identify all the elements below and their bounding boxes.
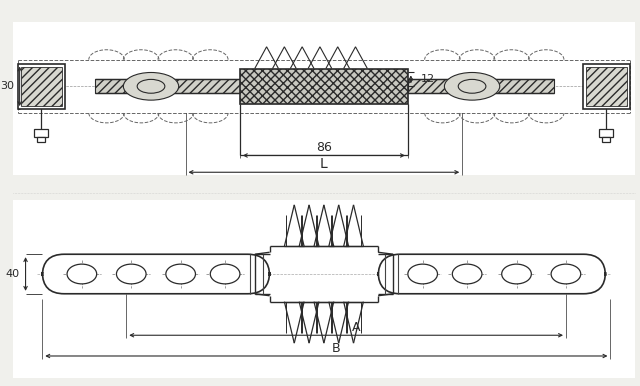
Text: 12: 12 bbox=[420, 74, 435, 85]
Bar bbox=[13, 22, 635, 175]
Bar bbox=[408, 80, 554, 93]
Bar bbox=[600, 129, 613, 137]
Bar bbox=[582, 64, 630, 109]
Text: L: L bbox=[320, 157, 328, 171]
Ellipse shape bbox=[211, 264, 240, 284]
Ellipse shape bbox=[124, 73, 179, 100]
Text: 40: 40 bbox=[6, 269, 20, 279]
Bar bbox=[240, 69, 408, 104]
Text: 86: 86 bbox=[316, 141, 332, 154]
Ellipse shape bbox=[408, 264, 438, 284]
Bar bbox=[37, 137, 45, 142]
Ellipse shape bbox=[116, 264, 146, 284]
Ellipse shape bbox=[502, 264, 531, 284]
FancyBboxPatch shape bbox=[378, 254, 605, 294]
Text: B: B bbox=[332, 342, 340, 355]
Ellipse shape bbox=[551, 264, 580, 284]
Bar bbox=[13, 200, 635, 378]
Bar bbox=[602, 137, 611, 142]
Text: A: A bbox=[352, 321, 360, 334]
Text: 30: 30 bbox=[0, 81, 13, 91]
Bar bbox=[20, 66, 62, 106]
Ellipse shape bbox=[67, 264, 97, 284]
Bar bbox=[95, 80, 240, 93]
Ellipse shape bbox=[444, 73, 500, 100]
FancyBboxPatch shape bbox=[42, 254, 269, 294]
Ellipse shape bbox=[452, 264, 482, 284]
Bar bbox=[586, 66, 627, 106]
Bar bbox=[18, 64, 65, 109]
Bar bbox=[35, 129, 48, 137]
Ellipse shape bbox=[166, 264, 195, 284]
